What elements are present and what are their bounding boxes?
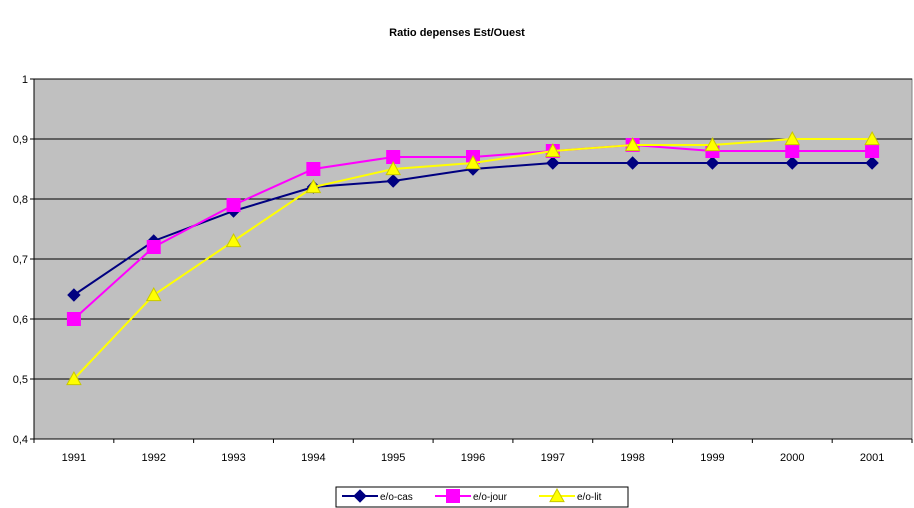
- data-point: [785, 156, 799, 170]
- y-tick-label: 0,8: [13, 194, 28, 206]
- legend-label: e/o-cas: [380, 492, 413, 503]
- data-point: [225, 232, 242, 248]
- data-point: [305, 178, 322, 194]
- x-tick-label: 2000: [780, 452, 804, 464]
- chart-title: Ratio depenses Est/Ouest: [389, 27, 525, 39]
- legend: e/o-cas e/o-jour e/o-lit: [335, 486, 629, 508]
- x-tick-label: 1999: [700, 452, 724, 464]
- data-point: [625, 156, 640, 170]
- x-tick-label: 1995: [381, 452, 405, 464]
- data-point: [66, 312, 81, 326]
- x-tick-label: 2001: [860, 452, 884, 464]
- data-point: [226, 198, 241, 212]
- data-point: [67, 288, 81, 302]
- legend-entry: e/o-lit: [539, 487, 602, 503]
- legend-swatch-marker: [446, 489, 460, 503]
- x-tick-label: 1998: [620, 452, 644, 464]
- data-point: [865, 156, 879, 170]
- data-point: [385, 160, 402, 176]
- data-point: [145, 286, 162, 302]
- data-point: [865, 144, 880, 158]
- data-point: [704, 136, 721, 152]
- legend-entry: e/o-cas: [342, 489, 413, 503]
- y-tick-label: 0,5: [13, 374, 28, 386]
- y-tick-label: 0,7: [13, 254, 28, 266]
- legend-swatch-marker: [549, 487, 565, 503]
- legend-label: e/o-lit: [577, 492, 602, 503]
- legend-swatch-marker: [353, 489, 367, 503]
- y-tick-label: 0,6: [13, 314, 28, 326]
- x-tick-label: 1994: [301, 452, 325, 464]
- data-point: [546, 156, 560, 170]
- x-tick-label: 1992: [141, 452, 165, 464]
- data-point: [386, 174, 400, 188]
- series-e/o-lit: [66, 130, 880, 386]
- y-tick-label: 0,4: [13, 434, 28, 446]
- gridlines: [34, 78, 912, 380]
- x-tick-label: 1993: [221, 452, 245, 464]
- data-point: [465, 154, 481, 170]
- x-tick-label: 1997: [541, 452, 565, 464]
- x-tick-label: 1996: [461, 452, 485, 464]
- data-point: [705, 156, 720, 170]
- data-point: [66, 370, 82, 386]
- data-point: [624, 136, 641, 152]
- legend-entry: e/o-jour: [435, 489, 508, 503]
- data-point: [785, 144, 800, 158]
- series-layer: [66, 130, 880, 386]
- y-tick-label: 1: [22, 74, 28, 86]
- data-point: [146, 240, 161, 254]
- x-tick-label: 1991: [62, 452, 86, 464]
- y-tick-label: 0,9: [13, 134, 28, 146]
- legend-label: e/o-jour: [473, 492, 508, 503]
- data-point: [864, 130, 880, 146]
- data-point: [784, 130, 801, 146]
- axes: 0,4 0,5 0,6 0,7 0,8 0,9 1 1991 1992 1993 1994 1995 1…: [13, 74, 913, 464]
- data-point: [306, 162, 321, 176]
- data-point: [544, 142, 561, 158]
